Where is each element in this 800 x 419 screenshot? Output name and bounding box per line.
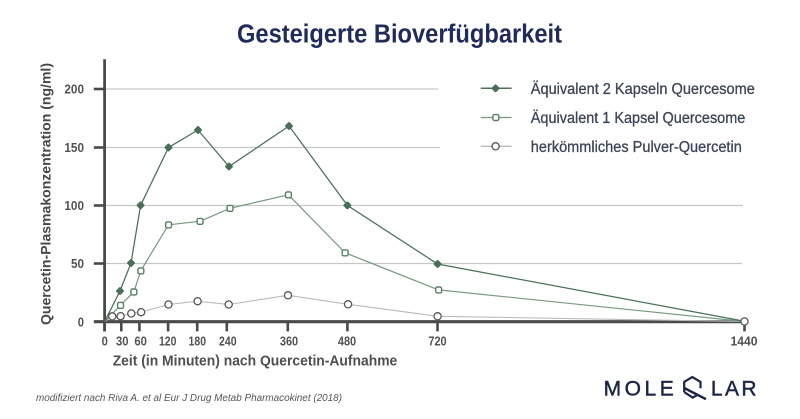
svg-text:1440: 1440 [731,333,758,348]
svg-text:200: 200 [64,81,84,96]
svg-text:360: 360 [280,333,298,348]
svg-text:50: 50 [71,256,84,271]
svg-text:150: 150 [64,140,84,155]
svg-text:0: 0 [102,333,108,348]
svg-text:180: 180 [189,333,207,348]
svg-text:herkömmliches Pulver-Quercetin: herkömmliches Pulver-Quercetin [531,139,742,156]
svg-text:Äquivalent 1 Kapsel Quercesome: Äquivalent 1 Kapsel Quercesome [531,110,746,127]
svg-text:modifiziert nach Riva A. et al: modifiziert nach Riva A. et al Eur J Dru… [36,392,342,404]
svg-text:Gesteigerte Bioverfügbarkeit: Gesteigerte Bioverfügbarkeit [237,20,562,48]
svg-text:Zeit (in Minuten) nach Quercet: Zeit (in Minuten) nach Quercetin-Aufnahm… [113,353,398,370]
svg-text:120: 120 [159,333,177,348]
svg-text:Äquivalent 2 Kapseln Quercesom: Äquivalent 2 Kapseln Quercesome [531,81,755,98]
svg-text:60: 60 [134,333,147,348]
svg-text:720: 720 [428,333,446,348]
svg-text:240: 240 [219,333,237,348]
svg-text:MOLE: MOLE [604,377,674,400]
svg-text:LAR: LAR [711,377,757,400]
svg-text:100: 100 [64,198,84,213]
svg-text:30: 30 [116,333,129,348]
svg-text:480: 480 [338,333,356,348]
svg-text:0: 0 [78,314,84,329]
svg-text:Quercetin-Plasmakonzentration: Quercetin-Plasmakonzentration (ng/ml) [38,63,54,325]
